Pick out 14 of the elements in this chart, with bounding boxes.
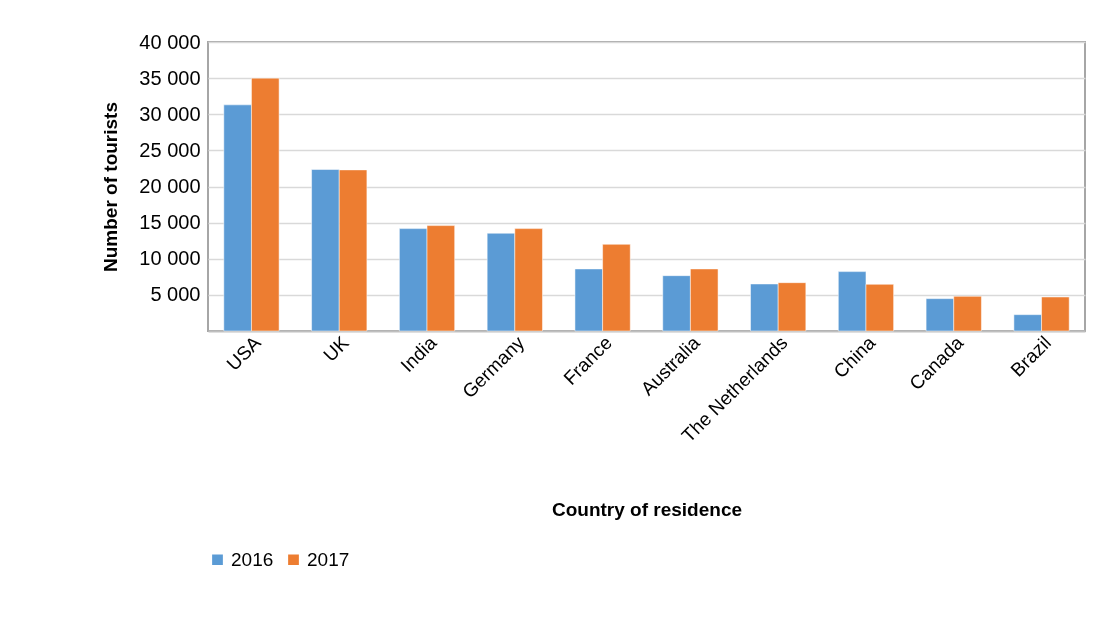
- y-tick-label: 10 000: [139, 247, 201, 270]
- x-tick-label: USA: [222, 331, 266, 375]
- y-tick-label: 20 000: [139, 175, 201, 197]
- x-axis-title: Country of residence: [551, 499, 743, 521]
- y-tick-label: 25 000: [139, 138, 201, 161]
- x-tick-label: UK: [319, 331, 353, 366]
- y-tick-label: 35 000: [139, 66, 201, 89]
- y-tick-label: 40 000: [139, 30, 201, 53]
- y-tick-label: 15 000: [139, 211, 201, 234]
- legend-label: 2016: [231, 548, 274, 570]
- legend-label: 2017: [307, 548, 350, 570]
- y-tick-label: 5 000: [150, 283, 201, 306]
- y-tick-label: 30 000: [139, 102, 201, 125]
- y-axis-title: Number of tourists: [100, 102, 122, 272]
